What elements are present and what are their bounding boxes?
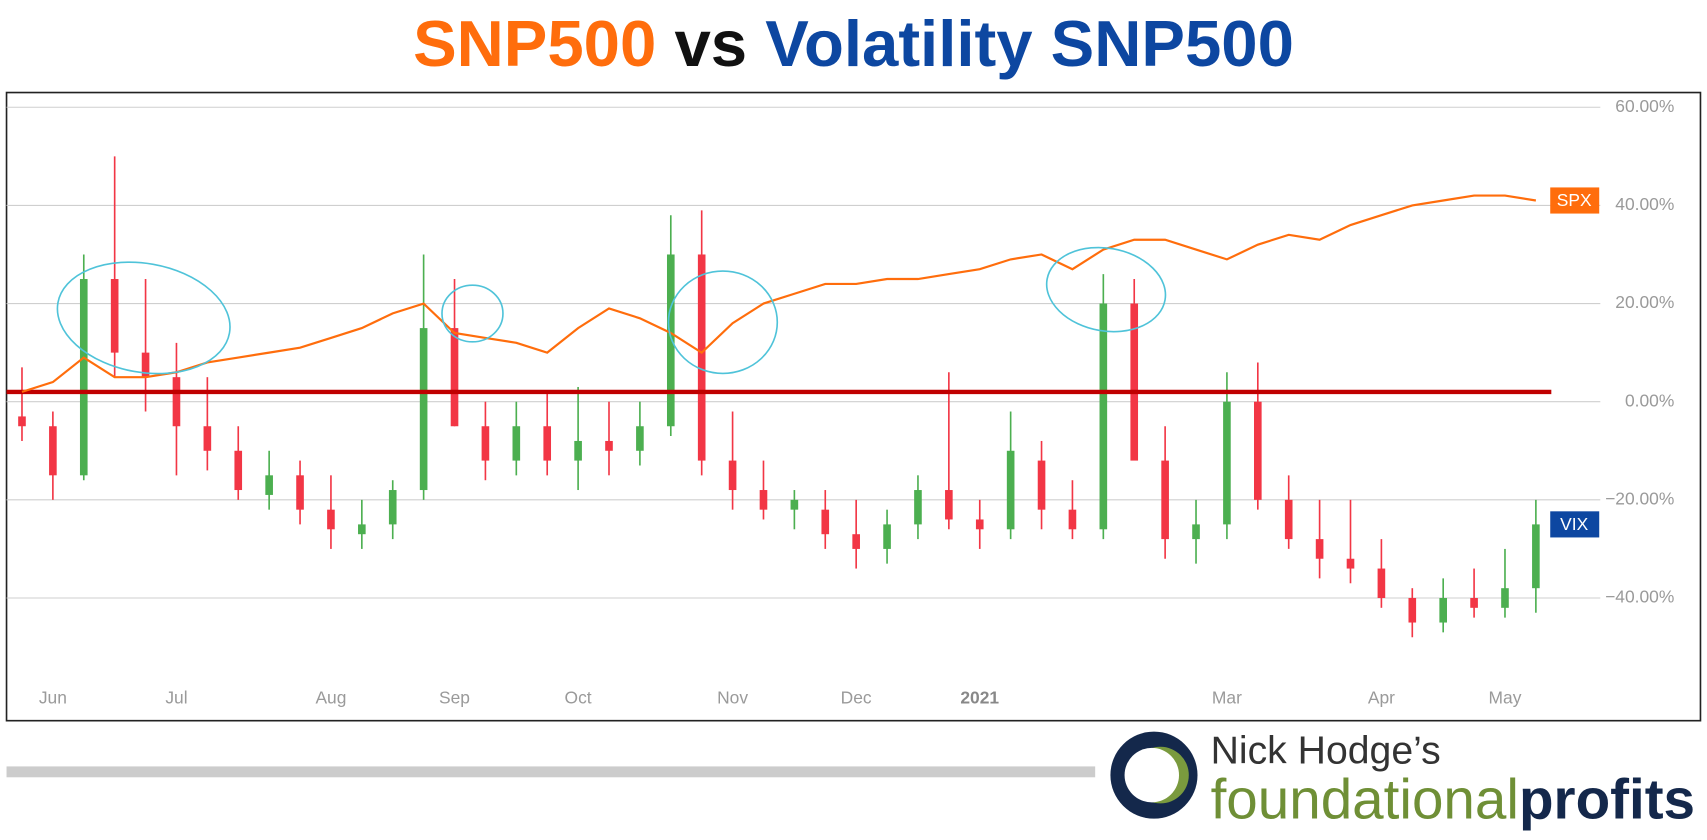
candle-body (574, 440, 582, 461)
candle-body (914, 490, 922, 525)
x-tick-label: Jun (39, 688, 67, 708)
candle-body (512, 426, 521, 461)
candle-body (821, 509, 830, 535)
x-tick-label: 2021 (960, 688, 999, 708)
annotation-circle (667, 270, 779, 375)
candle-body (945, 490, 953, 520)
candle-body (1315, 539, 1324, 559)
candle-body (697, 254, 706, 461)
y-tick-label: 40.00% (1615, 194, 1674, 214)
chart-title: SNP500 vs Volatility SNP500 (413, 7, 1294, 80)
candle-body (1532, 524, 1540, 589)
divider-bar (6, 766, 1096, 778)
x-tick-label: Sep (439, 688, 470, 708)
logo-mark (1124, 747, 1180, 803)
legend-label: SPX (1557, 190, 1592, 210)
candle-body (1037, 460, 1046, 510)
annotation-circle (56, 261, 231, 375)
y-tick-label: −40.00% (1605, 587, 1674, 607)
candle-body (883, 524, 891, 549)
candle-body (419, 328, 428, 491)
logo-word: foundational (1211, 767, 1519, 830)
title-part: SNP500 (413, 7, 656, 80)
annotation-circle (441, 284, 504, 343)
candle-body (666, 254, 675, 427)
plot-frame (5, 91, 1702, 722)
annotation-circle (1045, 246, 1167, 333)
candle-body (790, 499, 799, 510)
candle-body (296, 475, 304, 510)
candle-body (1068, 509, 1077, 530)
candle-body (1439, 597, 1447, 623)
candle-body (1192, 524, 1200, 540)
series-tag (1550, 511, 1600, 538)
candle-body (1130, 303, 1139, 461)
candle-body (265, 475, 273, 495)
x-tick-label: Apr (1368, 688, 1395, 708)
logo: Nick Hodge’s foundationalprofits (1110, 730, 1695, 830)
candle-body (1254, 401, 1262, 500)
candle-body (327, 509, 335, 530)
candle-body (1377, 568, 1386, 598)
candle-body (1099, 303, 1108, 530)
y-tick-label: 20.00% (1615, 292, 1674, 312)
candle-body (450, 328, 459, 427)
candle-body (636, 426, 644, 451)
candle-body (141, 352, 150, 378)
candle-body (110, 279, 119, 353)
x-tick-label: Mar (1212, 688, 1242, 708)
x-tick-label: May (1489, 688, 1522, 708)
series-tag (1550, 187, 1600, 214)
candle-body (18, 416, 26, 427)
candle-body (358, 524, 366, 535)
x-tick-label: Oct (565, 688, 592, 708)
candle-body (1006, 450, 1015, 530)
candle-body (975, 519, 984, 530)
y-tick-label: −20.00% (1605, 488, 1674, 508)
candle-body (388, 490, 397, 525)
logo-word: profits (1519, 767, 1695, 830)
annotation-circles (56, 246, 1167, 375)
title-part: Volatility SNP500 (765, 7, 1294, 80)
candle-body (1284, 499, 1293, 540)
candle-body (1161, 460, 1169, 540)
candle-body (1346, 558, 1355, 569)
legend-label: VIX (1560, 514, 1588, 534)
candle-body (605, 440, 613, 451)
candle-body (203, 426, 212, 451)
candle-body (1223, 401, 1231, 525)
x-tick-label: Aug (315, 688, 346, 708)
x-tick-label: Jul (165, 688, 187, 708)
title-part: vs (674, 7, 747, 80)
spx-line (21, 194, 1537, 393)
logo-line1: Nick Hodge’s (1211, 730, 1441, 773)
candle-body (1501, 588, 1509, 608)
candle-body (234, 450, 243, 491)
candle-body (481, 426, 490, 461)
candle-body (1408, 597, 1417, 623)
candle-body (759, 490, 768, 510)
logo-line2: foundationalprofits (1211, 767, 1695, 830)
y-tick-label: 60.00% (1615, 96, 1674, 116)
y-tick-label: 0.00% (1625, 390, 1674, 410)
candle-body (728, 460, 737, 491)
candle-body (49, 426, 57, 476)
x-tick-label: Dec (841, 688, 872, 708)
x-tick-label: Nov (717, 688, 748, 708)
candle-body (172, 377, 181, 427)
candle-body (543, 426, 552, 461)
candle-body (852, 534, 860, 549)
candle-body (79, 279, 88, 476)
candle-body (1470, 597, 1478, 608)
